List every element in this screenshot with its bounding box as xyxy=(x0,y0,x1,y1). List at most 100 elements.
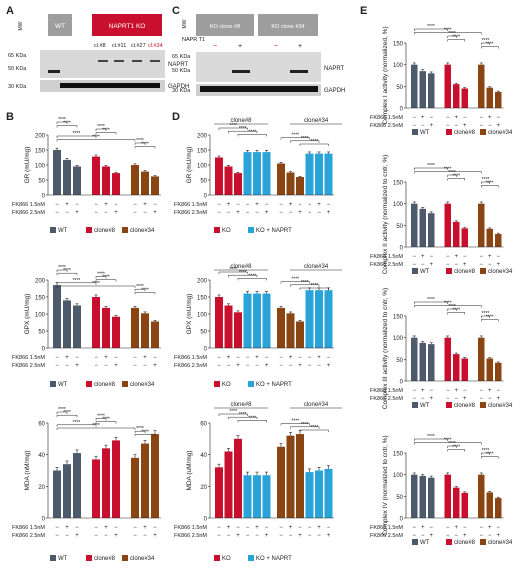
treatment-label: FK866 1.5nM xyxy=(370,254,403,260)
bar xyxy=(63,159,71,195)
significance-stars: **** xyxy=(452,35,460,41)
y-tick-label: 200 xyxy=(35,134,46,140)
bar xyxy=(428,477,435,518)
y-tick-label: 150 xyxy=(35,149,46,155)
sign: − xyxy=(308,533,312,539)
sign: + xyxy=(327,210,331,216)
sign: + xyxy=(488,115,492,121)
y-tick-label: 150 xyxy=(393,452,404,458)
y-tick-label: 0 xyxy=(400,517,404,523)
bar xyxy=(63,464,71,518)
clone-header: clone#34 xyxy=(304,264,329,270)
sign: − xyxy=(55,202,59,208)
sign: − xyxy=(217,355,221,361)
kda-label: 65 KDa xyxy=(8,53,27,59)
sign: + xyxy=(463,396,467,402)
y-tick-label: 60 xyxy=(38,422,45,428)
sign: − xyxy=(236,202,240,208)
sign: + xyxy=(255,202,259,208)
bar xyxy=(419,71,426,108)
bar xyxy=(444,337,451,381)
bar xyxy=(495,234,502,247)
significance-stars: **** xyxy=(229,409,237,415)
legend-swatch xyxy=(446,539,452,545)
bar xyxy=(73,166,81,195)
bar xyxy=(234,438,242,518)
bar xyxy=(296,321,304,348)
bar xyxy=(486,87,493,108)
blot xyxy=(40,50,165,78)
treatment-label: FK866 2.5nM xyxy=(174,533,207,539)
sign: − xyxy=(412,525,416,531)
bar xyxy=(277,446,285,518)
clone-header: clone#8 xyxy=(230,264,252,270)
significance-stars: **** xyxy=(73,278,81,284)
sign: − xyxy=(496,388,500,394)
sign: − xyxy=(246,210,250,216)
bar xyxy=(215,467,223,518)
legend-label: clone#34 xyxy=(488,403,513,409)
band-label: GAPDH xyxy=(168,84,189,90)
y-tick-label: 40 xyxy=(200,453,207,459)
sign: − xyxy=(246,355,250,361)
sign: − xyxy=(496,254,500,260)
legend-label: KO xyxy=(222,228,231,234)
significance-stars: **** xyxy=(452,174,460,180)
bar xyxy=(428,73,435,108)
band-label: GAPDH xyxy=(324,88,345,94)
sign: − xyxy=(463,388,467,394)
significance-stars: **** xyxy=(248,129,256,135)
bar xyxy=(262,475,271,518)
band-label: NAPRT xyxy=(324,66,345,72)
y-tick-label: 100 xyxy=(393,336,404,342)
y-tick-label: 150 xyxy=(393,315,404,321)
legend-swatch xyxy=(412,129,418,135)
sign: + xyxy=(463,123,467,129)
sign: + xyxy=(143,202,147,208)
sign: + xyxy=(114,363,118,369)
significance-stars: **** xyxy=(486,315,494,321)
bar xyxy=(262,152,271,195)
sign: − xyxy=(412,533,416,539)
bar xyxy=(224,305,233,348)
significance-stars: **** xyxy=(63,121,71,127)
legend-swatch xyxy=(412,539,418,545)
significance-stars: **** xyxy=(97,271,105,277)
y-tick-label: 0 xyxy=(204,194,208,200)
sign: + xyxy=(317,202,321,208)
significance-stars: **** xyxy=(97,124,105,130)
bar xyxy=(131,457,139,518)
bar xyxy=(411,474,418,518)
y-tick-label: 0 xyxy=(400,246,404,252)
significance-stars: **** xyxy=(482,177,490,183)
sign: − xyxy=(133,363,137,369)
sign: − xyxy=(246,363,250,369)
sign: − xyxy=(488,262,492,268)
bar xyxy=(112,173,120,195)
sign: + xyxy=(454,115,458,121)
sign: − xyxy=(153,202,157,208)
significance-stars: **** xyxy=(136,426,144,432)
bar xyxy=(486,358,493,381)
sign: − xyxy=(94,202,98,208)
significance-stars: **** xyxy=(248,415,256,421)
sign: + xyxy=(496,533,500,539)
sign: + xyxy=(289,355,293,361)
bar xyxy=(324,468,333,518)
sign: − xyxy=(327,525,331,531)
legend-label: clone#8 xyxy=(454,540,476,546)
significance-stars: **** xyxy=(427,163,435,169)
sign: + xyxy=(143,355,147,361)
bar xyxy=(131,307,139,348)
y-tick-label: 0 xyxy=(204,517,208,523)
legend-swatch xyxy=(122,227,128,233)
sign: − xyxy=(429,115,433,121)
sign: + xyxy=(236,363,240,369)
sign: − xyxy=(227,210,231,216)
sign: − xyxy=(454,262,458,268)
bar xyxy=(305,472,314,518)
bar xyxy=(63,300,71,348)
sign: + xyxy=(104,525,108,531)
sign: − xyxy=(479,533,483,539)
y-axis-label: GR (mU/mg) xyxy=(186,147,193,184)
